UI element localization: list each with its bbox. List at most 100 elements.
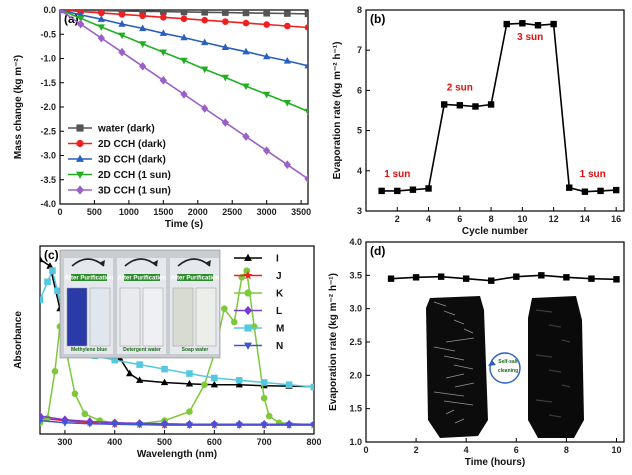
data-point	[139, 61, 147, 71]
data-point	[118, 32, 126, 40]
data-point	[235, 380, 243, 388]
salt-crystal-mark	[445, 337, 475, 343]
data-point	[180, 90, 188, 99]
x-tick-label: 8	[489, 214, 494, 224]
x-tick-label: 2000	[188, 207, 208, 217]
data-point	[534, 22, 542, 29]
panel-d: 0 2 4 6 8 10 1.0 1.5 2.0 2.5 3.0 3.5 4.0 Time (hours)…	[328, 237, 625, 468]
plot-frame	[39, 245, 315, 435]
data-point	[425, 185, 432, 192]
data-point	[263, 146, 271, 155]
y-tick-label: 3	[357, 206, 362, 216]
y-tick-label: 6	[357, 85, 362, 95]
annotation-label: 3 sun	[517, 32, 543, 43]
data-point	[304, 61, 308, 69]
annotation-label: 1 sun	[580, 169, 606, 180]
salt-crystal-mark	[453, 364, 474, 370]
x-tick-label: 500	[157, 437, 172, 447]
salt-crystal-mark	[454, 382, 475, 388]
data-point	[378, 187, 385, 195]
annotation-label: 1 sun	[384, 169, 410, 180]
data-point	[263, 91, 271, 99]
data-point	[97, 24, 105, 31]
arrow-head-icon	[99, 260, 105, 266]
data-point	[263, 21, 270, 28]
legend-marker	[244, 253, 252, 261]
salt-crystal-mark	[433, 346, 456, 352]
data-point	[538, 272, 545, 279]
legend-marker	[244, 342, 252, 350]
data-point	[139, 41, 147, 48]
series-layer	[40, 255, 314, 430]
data-point	[222, 10, 229, 16]
x-tick-label: 700	[257, 437, 272, 447]
data-point	[263, 10, 270, 17]
data-point	[201, 104, 209, 113]
x-tick-label: 0	[57, 207, 62, 217]
data-point	[250, 323, 258, 330]
data-point	[186, 408, 193, 415]
data-point	[201, 10, 208, 16]
data-point	[77, 19, 85, 29]
data-point	[160, 378, 169, 386]
x-tick-label: 400	[107, 437, 122, 447]
data-point	[310, 383, 314, 391]
data-point	[242, 132, 250, 141]
data-point	[566, 184, 573, 191]
salt-crystal-mark	[433, 391, 465, 397]
salt-crystal-mark	[443, 355, 465, 361]
x-tick-label: 10	[611, 445, 621, 455]
x-tick-label: 500	[87, 207, 102, 217]
data-point	[180, 15, 188, 23]
legend-label: 2D CCH (1 sun)	[98, 170, 171, 181]
legend-label: water (dark)	[97, 124, 155, 135]
panel-b: 2 4 6 8 10 12 14 16 3 4 5 6 7 8 Cycle number Evaporatio…	[332, 5, 625, 237]
fiber-texture	[561, 339, 571, 343]
data-point	[97, 33, 105, 43]
x-axis-label: Wavelength (nm)	[137, 449, 217, 460]
y-tick-label: 1.0	[349, 437, 362, 447]
panel-label: (b)	[370, 12, 385, 26]
data-point	[60, 10, 64, 15]
data-point	[310, 422, 314, 430]
legend-marker	[244, 305, 252, 316]
x-tick-label: 0	[363, 445, 368, 455]
x-tick-label: 2500	[222, 207, 242, 217]
data-point	[440, 101, 448, 108]
x-tick-label: 16	[611, 214, 621, 224]
data-point	[160, 422, 169, 430]
data-point	[563, 274, 570, 281]
data-point	[242, 10, 250, 17]
data-point	[201, 16, 208, 24]
legend-label: 3D CCH (1 sun)	[98, 186, 171, 197]
fiber-texture	[548, 414, 562, 418]
photo-label: After Purification	[65, 276, 114, 282]
legend-label: M	[276, 324, 284, 335]
data-point	[139, 10, 146, 15]
series-line-N	[40, 419, 314, 426]
data-point	[111, 421, 119, 429]
data-point	[159, 29, 167, 36]
data-point	[260, 379, 268, 386]
vial-caption: Methylene blue	[71, 347, 107, 353]
data-point	[54, 287, 61, 295]
data-point	[40, 296, 44, 304]
legend-marker	[244, 289, 252, 297]
y-tick-label: -3.0	[40, 151, 56, 161]
salt-crystal-mark	[433, 301, 447, 307]
data-point	[472, 103, 479, 110]
data-point	[394, 187, 401, 195]
data-point	[161, 365, 168, 373]
panel-c: 300 400 500 600 700 800 Wavelength (nm) Absorba…	[13, 245, 322, 460]
data-point	[462, 275, 470, 282]
data-point	[160, 10, 167, 15]
data-point	[126, 369, 134, 377]
plot-frame	[365, 241, 625, 443]
data-point	[40, 255, 44, 263]
data-point	[304, 174, 308, 184]
data-point	[409, 186, 417, 193]
data-point	[221, 305, 228, 312]
data-point	[159, 76, 167, 85]
legend-marker	[76, 139, 84, 148]
y-axis-label: Absorbance	[13, 311, 24, 369]
